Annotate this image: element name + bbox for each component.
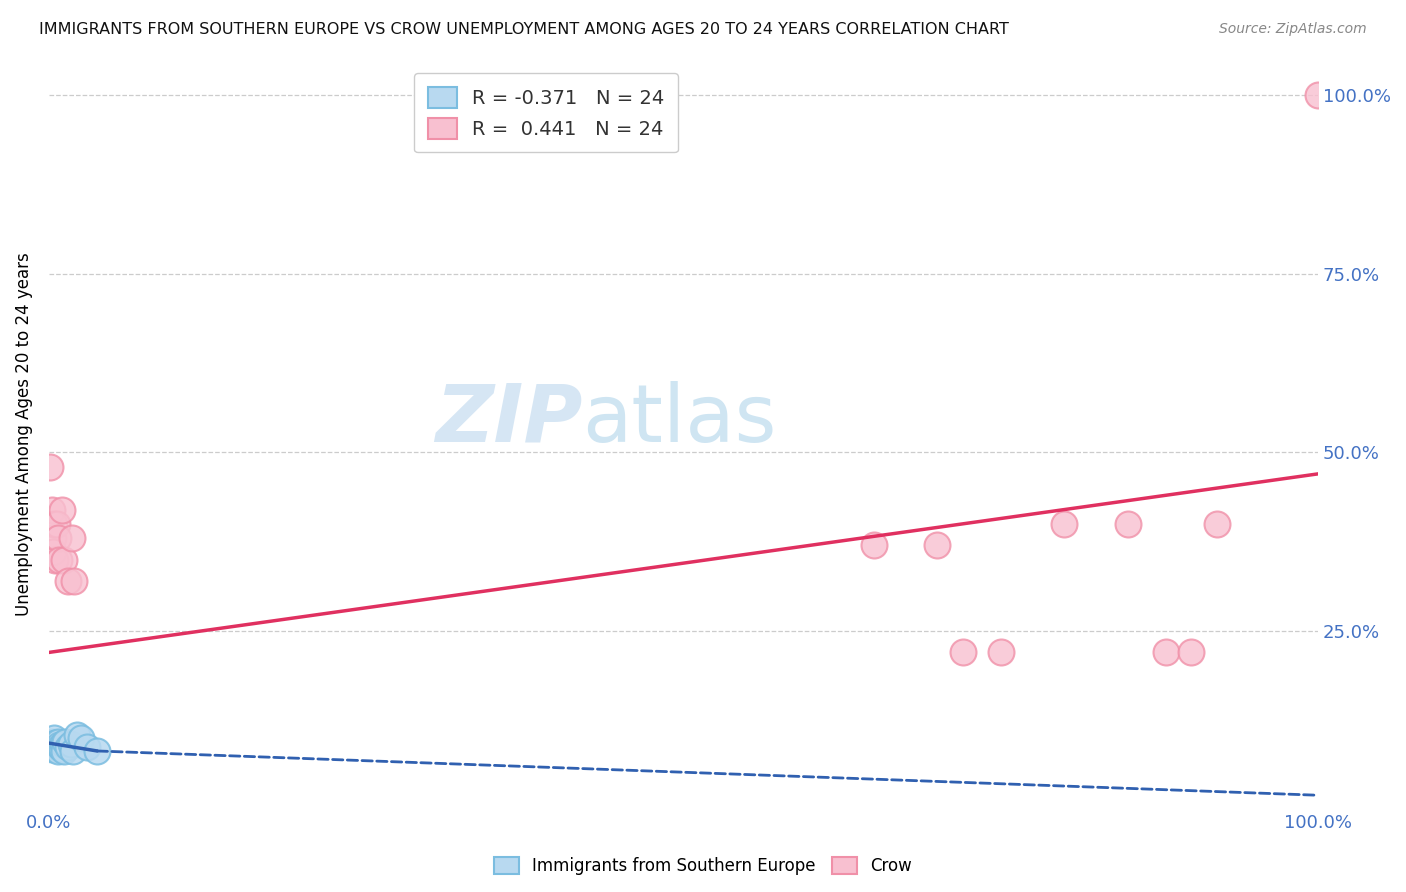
Point	[86, 744, 108, 758]
Legend: Immigrants from Southern Europe, Crow: Immigrants from Southern Europe, Crow	[485, 849, 921, 884]
Point	[52, 737, 75, 751]
Point	[46, 531, 69, 545]
Point	[927, 538, 949, 552]
Point	[1308, 88, 1330, 103]
Point	[863, 538, 886, 552]
Point	[46, 734, 69, 748]
Point	[990, 645, 1012, 659]
Point	[56, 574, 79, 588]
Point	[42, 531, 65, 545]
Point	[1180, 645, 1202, 659]
Point	[45, 516, 67, 531]
Point	[1116, 516, 1139, 531]
Point	[66, 727, 89, 741]
Point	[1154, 645, 1177, 659]
Point	[51, 741, 73, 756]
Point	[46, 744, 69, 758]
Point	[62, 744, 84, 758]
Point	[1053, 516, 1076, 531]
Point	[42, 739, 65, 754]
Point	[41, 734, 63, 748]
Point	[44, 741, 66, 756]
Legend: R = -0.371   N = 24, R =  0.441   N = 24: R = -0.371 N = 24, R = 0.441 N = 24	[413, 73, 678, 153]
Text: ZIP: ZIP	[434, 381, 582, 458]
Point	[49, 739, 72, 754]
Point	[55, 734, 77, 748]
Point	[69, 731, 91, 745]
Point	[53, 552, 76, 566]
Point	[56, 739, 79, 754]
Point	[42, 731, 65, 745]
Text: atlas: atlas	[582, 381, 776, 458]
Point	[39, 738, 62, 752]
Point	[42, 737, 65, 751]
Text: IMMIGRANTS FROM SOUTHERN EUROPE VS CROW UNEMPLOYMENT AMONG AGES 20 TO 24 YEARS C: IMMIGRANTS FROM SOUTHERN EUROPE VS CROW …	[39, 22, 1010, 37]
Text: Source: ZipAtlas.com: Source: ZipAtlas.com	[1219, 22, 1367, 37]
Point	[48, 552, 70, 566]
Point	[51, 502, 73, 516]
Point	[48, 738, 70, 752]
Point	[41, 741, 63, 756]
Y-axis label: Unemployment Among Ages 20 to 24 years: Unemployment Among Ages 20 to 24 years	[15, 252, 32, 616]
Point	[41, 502, 63, 516]
Point	[44, 736, 66, 750]
Point	[53, 744, 76, 758]
Point	[952, 645, 974, 659]
Point	[45, 739, 67, 754]
Point	[76, 739, 98, 754]
Point	[42, 516, 65, 531]
Point	[63, 574, 86, 588]
Point	[44, 552, 66, 566]
Point	[1205, 516, 1227, 531]
Point	[59, 737, 82, 751]
Point	[42, 545, 65, 559]
Point	[60, 531, 83, 545]
Point	[39, 459, 62, 474]
